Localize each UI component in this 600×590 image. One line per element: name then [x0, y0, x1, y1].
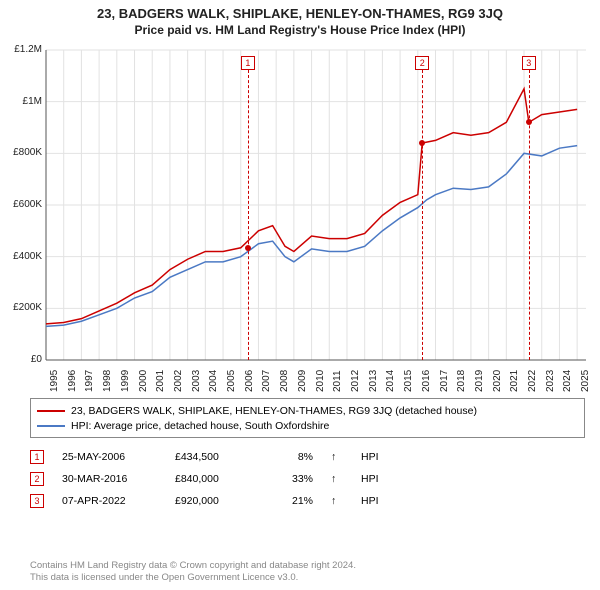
y-axis-label: £200K	[2, 302, 42, 313]
x-axis-label: 2001	[155, 370, 166, 392]
footer-line1: Contains HM Land Registry data © Crown c…	[30, 560, 356, 572]
sales-pct: 21%	[273, 495, 313, 507]
marker-number-box: 2	[415, 56, 429, 70]
x-axis-label: 2012	[350, 370, 361, 392]
sales-date: 25-MAY-2006	[62, 451, 157, 463]
sales-row: 3 07-APR-2022 £920,000 21% ↑ HPI	[30, 490, 585, 512]
legend-label: 23, BADGERS WALK, SHIPLAKE, HENLEY-ON-TH…	[71, 405, 477, 417]
legend: 23, BADGERS WALK, SHIPLAKE, HENLEY-ON-TH…	[30, 398, 585, 438]
y-axis-label: £1.2M	[2, 44, 42, 55]
x-axis-label: 1999	[120, 370, 131, 392]
arrow-up-icon: ↑	[331, 473, 343, 485]
x-axis-label: 2011	[332, 370, 343, 392]
y-axis-label: £800K	[2, 147, 42, 158]
sales-suffix: HPI	[361, 495, 379, 507]
legend-label: HPI: Average price, detached house, Sout…	[71, 420, 329, 432]
sales-suffix: HPI	[361, 451, 379, 463]
marker-dot	[245, 245, 251, 251]
marker-dot	[419, 140, 425, 146]
sales-price: £434,500	[175, 451, 255, 463]
x-axis-label: 2025	[580, 370, 591, 392]
x-axis-label: 2005	[226, 370, 237, 392]
sales-marker: 2	[30, 472, 44, 486]
x-axis-label: 2021	[509, 370, 520, 392]
y-axis-label: £0	[2, 354, 42, 365]
sales-pct: 8%	[273, 451, 313, 463]
footer-attribution: Contains HM Land Registry data © Crown c…	[30, 560, 356, 584]
y-axis-label: £600K	[2, 199, 42, 210]
sales-pct: 33%	[273, 473, 313, 485]
x-axis-label: 2019	[474, 370, 485, 392]
x-axis-label: 2003	[191, 370, 202, 392]
sales-price: £920,000	[175, 495, 255, 507]
arrow-up-icon: ↑	[331, 495, 343, 507]
x-axis-label: 2023	[545, 370, 556, 392]
x-axis-label: 2008	[279, 370, 290, 392]
x-axis-label: 1996	[67, 370, 78, 392]
sales-marker: 3	[30, 494, 44, 508]
marker-dot	[526, 119, 532, 125]
marker-line	[529, 70, 530, 360]
y-axis-label: £1M	[2, 96, 42, 107]
x-axis-label: 2007	[261, 370, 272, 392]
x-axis-label: 2000	[138, 370, 149, 392]
y-axis-label: £400K	[2, 251, 42, 262]
x-axis-label: 2017	[439, 370, 450, 392]
legend-swatch	[37, 425, 65, 427]
x-axis-label: 2024	[562, 370, 573, 392]
sales-date: 30-MAR-2016	[62, 473, 157, 485]
x-axis-label: 2006	[244, 370, 255, 392]
price-chart	[0, 0, 600, 362]
x-axis-label: 2020	[492, 370, 503, 392]
x-axis-label: 2004	[208, 370, 219, 392]
marker-number-box: 1	[241, 56, 255, 70]
sales-row: 1 25-MAY-2006 £434,500 8% ↑ HPI	[30, 446, 585, 468]
sales-suffix: HPI	[361, 473, 379, 485]
x-axis-label: 2016	[421, 370, 432, 392]
x-axis-label: 2015	[403, 370, 414, 392]
footer-line2: This data is licensed under the Open Gov…	[30, 572, 356, 584]
x-axis-label: 2014	[385, 370, 396, 392]
x-axis-label: 2018	[456, 370, 467, 392]
sales-row: 2 30-MAR-2016 £840,000 33% ↑ HPI	[30, 468, 585, 490]
arrow-up-icon: ↑	[331, 451, 343, 463]
marker-number-box: 3	[522, 56, 536, 70]
x-axis-label: 1997	[84, 370, 95, 392]
x-axis-label: 2009	[297, 370, 308, 392]
x-axis-label: 2022	[527, 370, 538, 392]
x-axis-label: 2002	[173, 370, 184, 392]
x-axis-label: 2010	[315, 370, 326, 392]
marker-line	[422, 70, 423, 360]
legend-item: 23, BADGERS WALK, SHIPLAKE, HENLEY-ON-TH…	[37, 403, 578, 418]
legend-item: HPI: Average price, detached house, Sout…	[37, 418, 578, 433]
sales-date: 07-APR-2022	[62, 495, 157, 507]
x-axis-label: 1998	[102, 370, 113, 392]
legend-swatch	[37, 410, 65, 412]
sales-marker: 1	[30, 450, 44, 464]
x-axis-label: 2013	[368, 370, 379, 392]
sales-price: £840,000	[175, 473, 255, 485]
x-axis-label: 1995	[49, 370, 60, 392]
marker-line	[248, 70, 249, 360]
sales-table: 1 25-MAY-2006 £434,500 8% ↑ HPI 2 30-MAR-2016 £8…	[30, 446, 585, 512]
